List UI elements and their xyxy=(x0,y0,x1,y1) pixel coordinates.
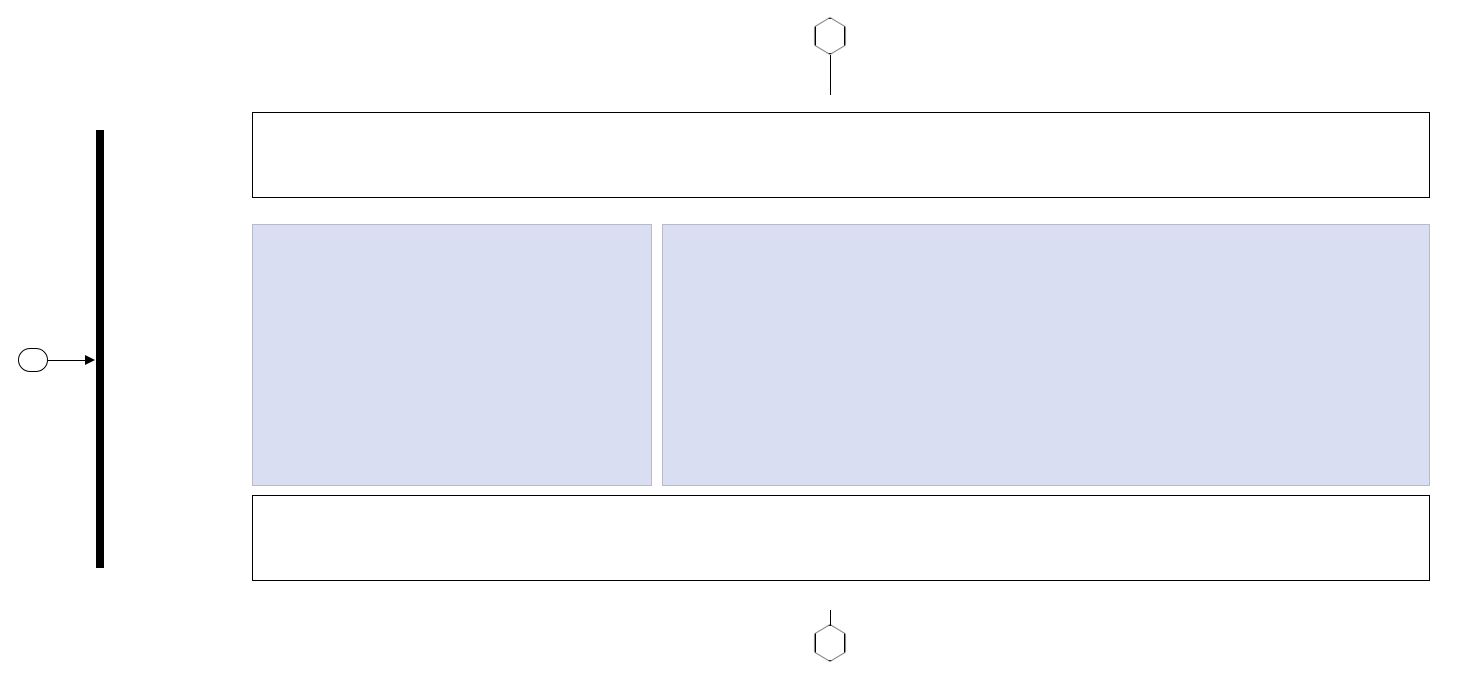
springs-subsystem xyxy=(252,224,652,486)
conn-port-fr xyxy=(815,18,845,54)
arrow xyxy=(85,355,95,365)
hexport-2 xyxy=(815,18,845,54)
inport-num xyxy=(18,348,48,372)
demux xyxy=(96,130,104,568)
voice-coils-subsystem xyxy=(662,224,1430,486)
wire xyxy=(830,610,831,626)
wire xyxy=(830,55,831,95)
wire xyxy=(48,360,86,361)
conn-port-com xyxy=(815,625,845,661)
top-platform xyxy=(252,495,1430,581)
bottom-platform xyxy=(252,112,1430,198)
inport-u xyxy=(18,348,48,376)
hexport-1 xyxy=(815,625,845,661)
